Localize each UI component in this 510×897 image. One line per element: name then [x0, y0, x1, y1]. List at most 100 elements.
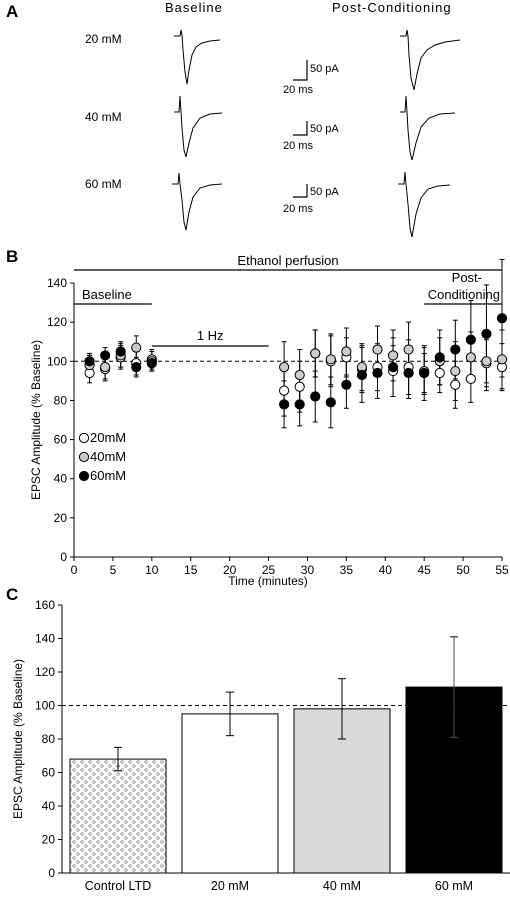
- point-60mm: [419, 367, 430, 379]
- point-60mm: [450, 344, 461, 355]
- row-label-40mm: 40 mM: [85, 110, 122, 124]
- bar-20-mm: [181, 713, 279, 874]
- x-tick-label: 0: [71, 563, 78, 577]
- point-40mm: [403, 344, 414, 355]
- y-tick-label: 120: [35, 665, 55, 679]
- point-20mm: [294, 381, 305, 392]
- point-60mm: [294, 399, 305, 410]
- y-tick-label: 140: [47, 276, 67, 290]
- y-tick-label: 40: [54, 472, 68, 486]
- category-label: 20 mM: [211, 879, 249, 893]
- point-40mm: [100, 362, 111, 373]
- scale-bar-2: [293, 121, 308, 136]
- point-20mm: [465, 373, 476, 384]
- scale-time-3: 20 ms: [283, 203, 313, 215]
- scale-bars: [293, 60, 308, 198]
- category-label: Control LTD: [85, 879, 151, 893]
- baseline-label: Baseline: [82, 287, 132, 302]
- point-60mm: [356, 369, 368, 381]
- scale-current-2: 50 pA: [310, 123, 339, 135]
- point-60mm: [100, 350, 111, 361]
- x-tick-label: 45: [418, 563, 432, 577]
- x-tick-label: 35: [340, 563, 354, 577]
- scale-bar-1: [293, 60, 308, 81]
- y-tick-label: 80: [42, 732, 56, 746]
- conditioning-label: Conditioning: [428, 287, 500, 302]
- epsc-traces: [172, 29, 461, 238]
- point-20mm: [279, 385, 290, 396]
- point-40mm: [387, 350, 399, 361]
- x-tick-label: 20: [223, 563, 237, 577]
- post-label: Post-: [452, 270, 482, 285]
- trace-baseline-20mm: [174, 29, 221, 85]
- legend-label-20mm: 20mM: [90, 430, 126, 445]
- x-tick-label: 30: [301, 563, 315, 577]
- scale-current-1: 50 pA: [310, 63, 339, 75]
- scale-bar-3: [293, 184, 308, 198]
- time-course-chart: 0 20 40 60 80 100 120 140 0 5 10 15 20 25 30 35 40 45 50 55…: [29, 253, 509, 588]
- scale-current-3: 50 pA: [310, 186, 339, 198]
- point-40mm: [481, 356, 492, 367]
- panel-c-letter: C: [6, 585, 18, 604]
- y-tick-label: 60: [54, 433, 68, 447]
- panel-b-letter: B: [6, 247, 18, 266]
- y-tick-label: 80: [54, 393, 68, 407]
- category-label: 60 mM: [435, 879, 473, 893]
- point-60mm: [279, 399, 290, 410]
- point-40mm: [131, 342, 142, 353]
- y-tick-label: 140: [35, 632, 55, 646]
- point-60mm: [465, 334, 476, 345]
- x-tick-label: 15: [184, 563, 198, 577]
- point-60mm: [84, 356, 95, 367]
- legend-marker-20mm: [78, 432, 90, 444]
- y-axis-label: EPSC Amplitude (% Baseline): [11, 659, 25, 819]
- point-60mm: [434, 352, 445, 363]
- panel-a-letter: A: [6, 2, 18, 21]
- x-tick-label: 55: [495, 563, 509, 577]
- point-20mm: [450, 379, 461, 390]
- y-tick-label: 100: [47, 354, 67, 368]
- ethanol-perfusion-label: Ethanol perfusion: [237, 253, 338, 268]
- y-tick-label: 20: [42, 833, 56, 847]
- point-60mm: [387, 362, 399, 373]
- point-60mm: [341, 379, 352, 390]
- y-tick-label: 40: [42, 799, 56, 813]
- x-tick-label: 5: [110, 563, 117, 577]
- point-20mm: [434, 367, 445, 379]
- y-tick-label: 100: [35, 699, 55, 713]
- point-60mm: [310, 391, 321, 402]
- trace-baseline-40mm: [174, 95, 223, 158]
- y-tick-label: 120: [47, 315, 67, 329]
- y-tick-label: 20: [54, 511, 68, 525]
- point-60mm: [146, 358, 157, 369]
- point-40mm: [450, 365, 461, 377]
- point-60mm: [403, 367, 414, 379]
- y-tick-label: 60: [42, 766, 56, 780]
- point-60mm: [496, 313, 508, 324]
- point-40mm: [341, 346, 352, 357]
- point-40mm: [372, 344, 383, 355]
- x-tick-label: 25: [262, 563, 276, 577]
- legend-label-40mm: 40mM: [90, 449, 126, 464]
- point-60mm: [115, 346, 126, 357]
- x-axis-label: Time (minutes): [228, 574, 308, 588]
- scale-time-2: 20 ms: [283, 140, 313, 152]
- point-60mm: [131, 362, 142, 373]
- point-60mm: [372, 367, 383, 379]
- post-conditioning-header: Post-Conditioning: [332, 0, 452, 15]
- point-40mm: [325, 354, 336, 365]
- row-label-60mm: 60 mM: [85, 177, 122, 191]
- legend-marker-40mm: [78, 451, 90, 463]
- y-tick-label: 160: [35, 598, 55, 612]
- legend-label-60mm: 60mM: [90, 468, 126, 483]
- row-label-20mm: 20 mM: [85, 32, 122, 46]
- point-40mm: [279, 362, 290, 373]
- conditioning-1hz-label: 1 Hz: [197, 328, 224, 343]
- y-tick-label: 0: [48, 866, 55, 880]
- point-60mm: [325, 397, 336, 408]
- point-40mm: [496, 354, 508, 365]
- baseline-header: Baseline: [165, 0, 223, 15]
- y-axis-label: EPSC Amplitude (% Baseline): [29, 340, 43, 500]
- trace-post-40mm: [400, 95, 456, 161]
